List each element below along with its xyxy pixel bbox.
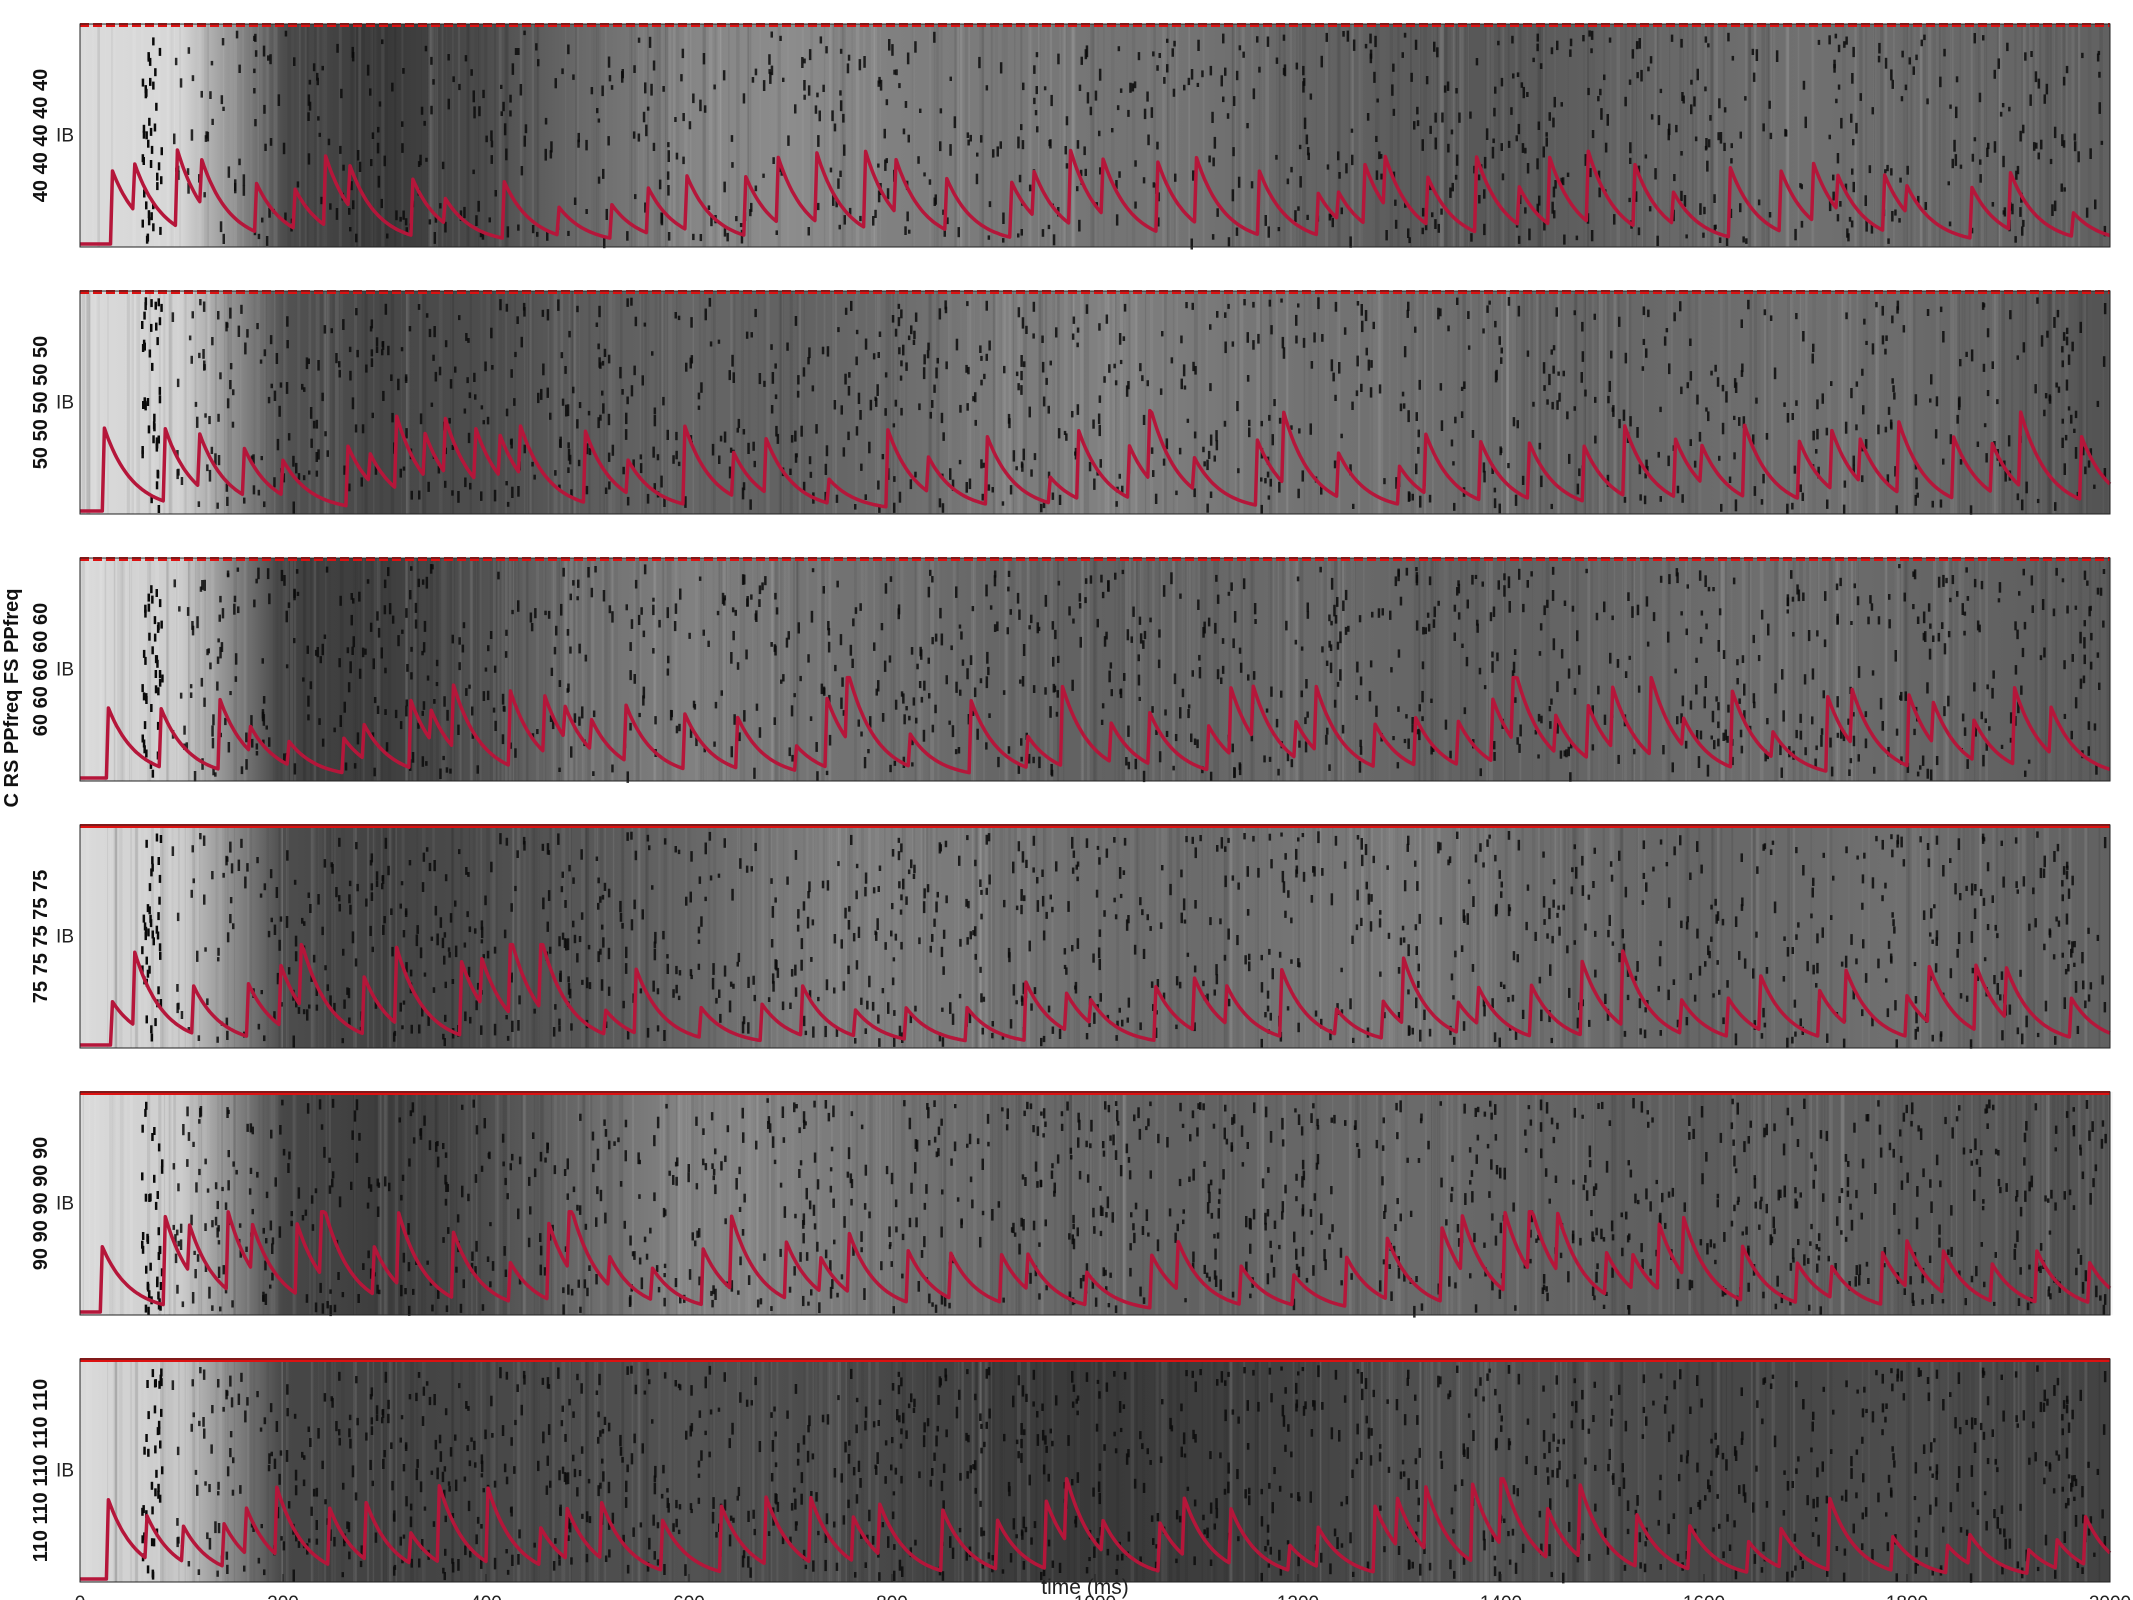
x-tick-label: 1200 [1277,1593,1319,1600]
background-stripes [97,24,2103,247]
x-tick-label: 1800 [1886,1593,1928,1600]
ib-trace [80,942,2111,1047]
x-tick-label: 1600 [1683,1593,1725,1600]
spike-raster [141,564,2106,783]
x-tick-label: 800 [876,1593,908,1600]
row-label: 60 60 60 60 60 [30,603,52,736]
population-label: IB [56,1461,74,1482]
row-label: 50 50 50 50 50 [30,336,52,469]
x-axis: 0 200 400 600 800 1000 1200 1400 1600 1800 2000 [75,1574,2131,1600]
population-label: IB [56,1194,74,1215]
panel-frame [79,23,2111,248]
population-label: IB [56,660,74,681]
ib-trace [80,1209,2112,1314]
row-label: 110 110 110 110 110 [30,1379,52,1563]
row-label: 40 40 40 40 40 [30,69,52,202]
x-tick-label: 0 [75,1593,86,1600]
population-label: IB [56,927,74,948]
panel-background [80,1092,2110,1315]
ib-trace [80,408,2112,513]
population-label: IB [56,126,74,147]
panel-frame [79,290,2111,515]
x-tick-label: 1000 [1074,1593,1116,1600]
x-tick-label: 400 [470,1593,502,1600]
x-axis-label: time (ms) [1041,1576,1129,1599]
x-tick-label: 2000 [2089,1593,2131,1600]
row-label: 75 75 75 75 75 [30,870,52,1003]
panel-background [80,825,2110,1048]
background-stripes [86,825,2101,1048]
panel-frame [79,557,2111,782]
ib-trace [80,148,2111,246]
panel-frame [79,1091,2111,1316]
background-stripes [82,1092,2110,1315]
ib-trace [80,675,2111,780]
population-label: IB [56,393,74,414]
background-stripes [81,291,2111,514]
spike-raster [141,831,2107,1049]
x-tick-label: 600 [673,1593,705,1600]
x-tick-label: 1400 [1480,1593,1522,1600]
row-label: 90 90 90 90 90 [30,1137,52,1270]
panel-frame [79,824,2111,1049]
spike-raster [141,1365,2107,1584]
ib-trace [80,1476,2112,1581]
spike-raster [141,30,2107,250]
spike-raster [141,297,2107,515]
x-tick-label: 200 [267,1593,299,1600]
background-stripes [86,1359,2101,1582]
y-axis-label: C RS PPfreq FS PPfreq [1,589,23,808]
